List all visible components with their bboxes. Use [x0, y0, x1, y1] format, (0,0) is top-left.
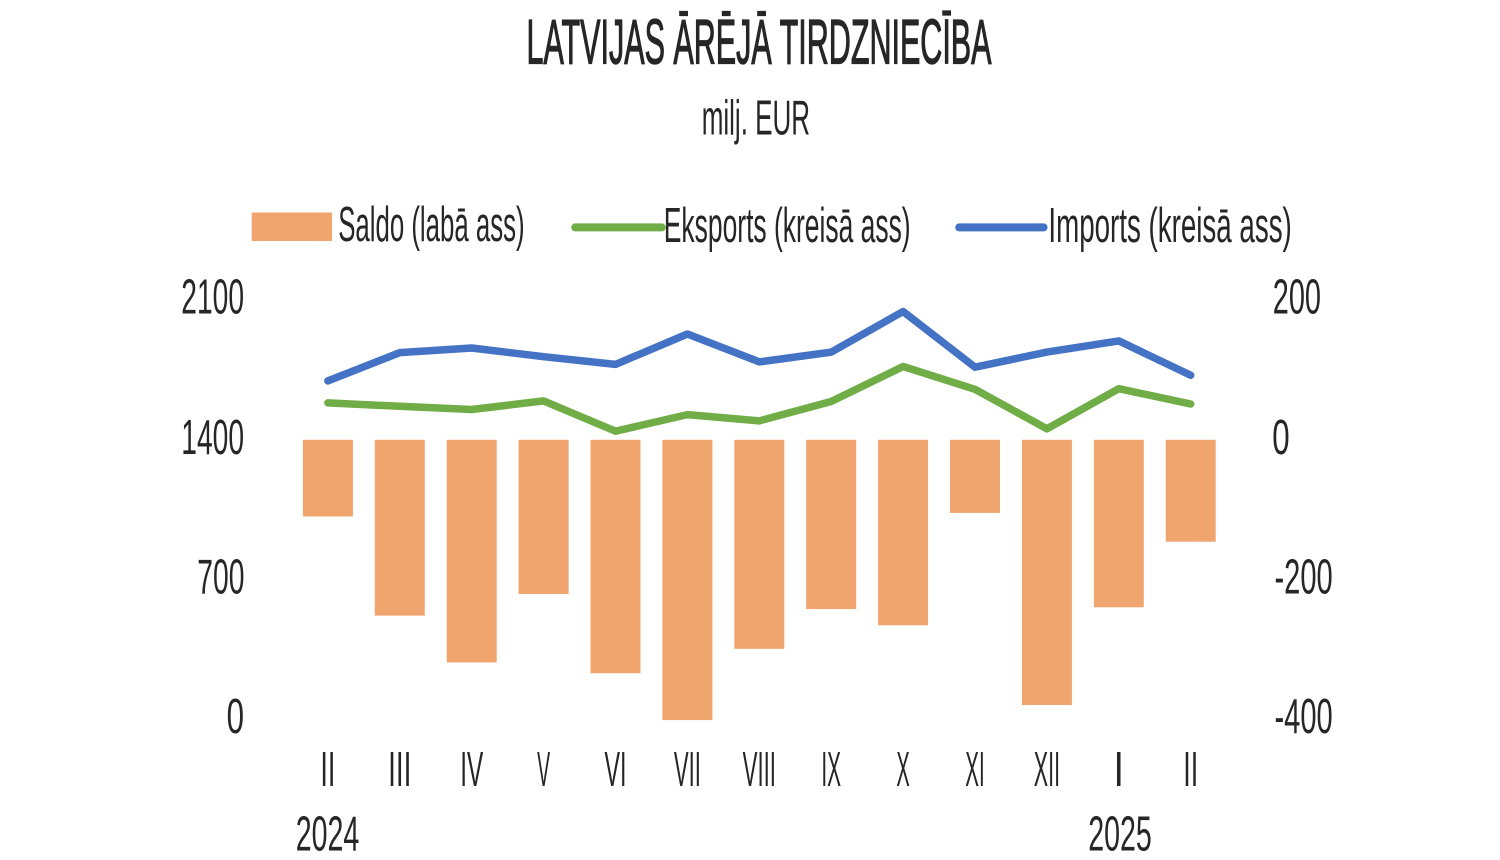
svg-text:2024: 2024 — [296, 807, 360, 860]
svg-text:Eksports (kreisā ass): Eksports (kreisā ass) — [664, 198, 911, 253]
svg-text:IV: IV — [460, 742, 483, 797]
svg-text:XI: XI — [965, 742, 984, 797]
svg-text:IX: IX — [821, 742, 841, 797]
svg-text:VIII: VIII — [743, 742, 776, 797]
svg-text:0: 0 — [227, 689, 244, 744]
svg-text:-200: -200 — [1275, 549, 1333, 604]
svg-text:I: I — [1114, 742, 1125, 797]
svg-text:II: II — [320, 742, 335, 797]
svg-text:2100: 2100 — [181, 270, 244, 325]
svg-text:Saldo (labā ass): Saldo (labā ass) — [338, 197, 524, 252]
svg-text:700: 700 — [197, 549, 244, 604]
svg-text:1400: 1400 — [181, 410, 244, 465]
svg-text:VII: VII — [674, 742, 701, 797]
svg-text:VI: VI — [605, 742, 627, 797]
svg-text:2025: 2025 — [1088, 807, 1152, 860]
svg-text:0: 0 — [1272, 410, 1289, 465]
svg-text:-400: -400 — [1275, 689, 1333, 744]
svg-text:V: V — [537, 742, 550, 797]
svg-text:III: III — [388, 742, 411, 797]
svg-text:milj. EUR: milj. EUR — [702, 90, 810, 145]
svg-text:XII: XII — [1034, 742, 1060, 797]
svg-text:Imports (kreisā ass): Imports (kreisā ass) — [1048, 198, 1291, 253]
svg-text:II: II — [1183, 742, 1198, 797]
svg-text:200: 200 — [1273, 270, 1321, 325]
svg-text:X: X — [896, 742, 909, 797]
svg-text:LATVIJAS ĀRĒJĀ TIRDZNIECĪBA: LATVIJAS ĀRĒJĀ TIRDZNIECĪBA — [527, 7, 992, 77]
